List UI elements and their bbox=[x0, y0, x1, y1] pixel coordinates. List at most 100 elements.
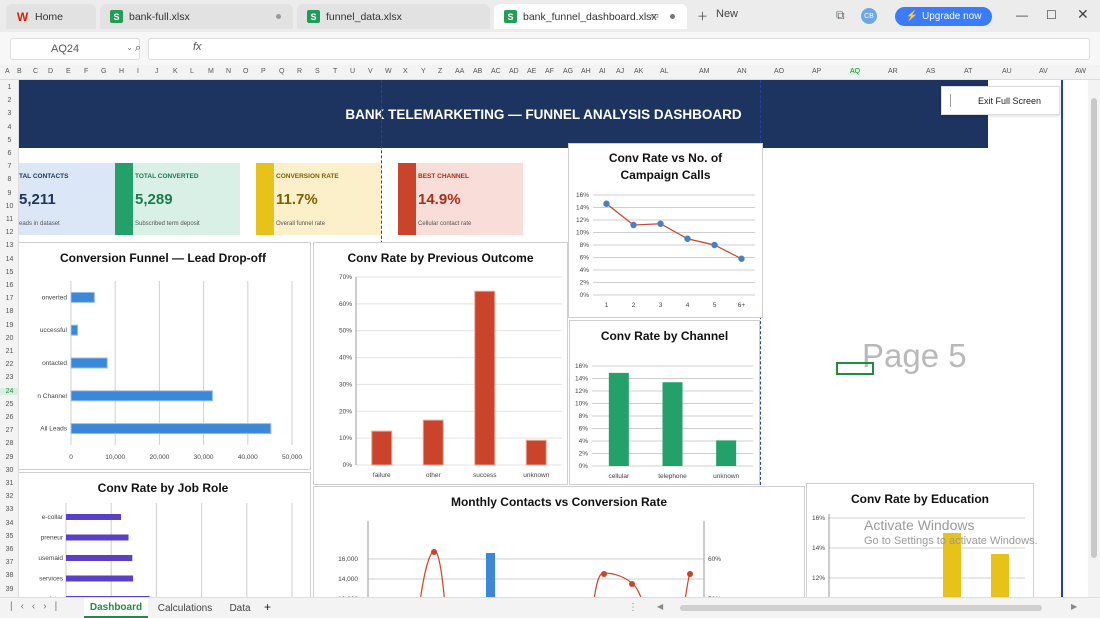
column-header[interactable]: AP bbox=[812, 68, 822, 75]
chart-channel[interactable]: Conv Rate by Channel 0% 2% 4% 6% 8% 10% 12% 14%… bbox=[569, 320, 760, 485]
row-header[interactable]: 35 bbox=[5, 532, 14, 540]
column-header[interactable]: AE bbox=[527, 68, 537, 75]
row-header[interactable]: 24 bbox=[0, 387, 19, 395]
name-box[interactable]: AQ24 ⌄ bbox=[10, 38, 140, 60]
dashboard-sheet[interactable]: BANK TELEMARKETING — FUNNEL ANALYSIS DAS… bbox=[19, 80, 1061, 597]
column-header[interactable]: X bbox=[403, 68, 408, 75]
row-header[interactable]: 21 bbox=[5, 348, 14, 355]
column-header[interactable]: H bbox=[119, 68, 125, 75]
chart-campaign-calls[interactable]: Conv Rate vs No. of Campaign Calls 0% 2% 4… bbox=[568, 143, 763, 318]
fx-icon[interactable]: fx bbox=[193, 41, 202, 53]
tab-home[interactable]: W Home bbox=[6, 4, 96, 29]
column-header[interactable]: D bbox=[48, 68, 54, 75]
column-header[interactable]: AT bbox=[964, 68, 973, 75]
avatar[interactable]: CB bbox=[861, 8, 877, 24]
column-header[interactable]: AI bbox=[599, 68, 606, 75]
row-header[interactable]: 13 bbox=[5, 242, 14, 250]
row-header[interactable]: 36 bbox=[5, 546, 14, 553]
column-header[interactable]: L bbox=[190, 68, 194, 75]
chart-job-role[interactable]: Conv Rate by Job Role e-collar preneur use… bbox=[19, 472, 311, 597]
column-header[interactable]: F bbox=[84, 68, 89, 75]
column-header[interactable]: AD bbox=[509, 68, 519, 75]
row-header[interactable]: 7 bbox=[7, 163, 12, 171]
vertical-scrollbar[interactable] bbox=[1088, 80, 1100, 597]
column-header[interactable]: Z bbox=[438, 68, 443, 75]
sheet-tab-data[interactable]: Data bbox=[222, 598, 258, 618]
row-header[interactable]: 25 bbox=[5, 400, 14, 408]
row-header[interactable]: 20 bbox=[5, 334, 14, 342]
column-header[interactable]: AG bbox=[563, 68, 574, 75]
row-header[interactable]: 26 bbox=[5, 414, 14, 421]
column-header[interactable]: AN bbox=[737, 68, 747, 75]
row-header[interactable]: 10 bbox=[5, 202, 14, 210]
row-header[interactable]: 18 bbox=[5, 308, 14, 316]
window-restore-icon[interactable]: ⧉ bbox=[836, 8, 845, 22]
sheet-nav-arrows-icon[interactable]: |‹‹›| bbox=[10, 601, 66, 612]
row-header[interactable]: 31 bbox=[5, 480, 14, 487]
row-header[interactable]: 5 bbox=[7, 136, 12, 144]
row-header[interactable]: 30 bbox=[5, 466, 14, 474]
chart-education[interactable]: Conv Rate by Education 12% 14% 16% bbox=[806, 483, 1034, 597]
column-header[interactable]: AH bbox=[581, 68, 591, 75]
row-header[interactable]: 1 bbox=[7, 84, 12, 91]
row-header[interactable]: 15 bbox=[5, 268, 14, 276]
row-header[interactable]: 34 bbox=[5, 519, 14, 527]
sheet-tab-calculations[interactable]: Calculations bbox=[152, 598, 218, 618]
column-header[interactable]: B bbox=[17, 68, 22, 75]
zoom-icon[interactable]: ⌕ bbox=[135, 42, 142, 54]
row-header[interactable]: 17 bbox=[5, 295, 14, 303]
column-header[interactable]: G bbox=[101, 68, 107, 75]
column-header[interactable]: AK bbox=[634, 68, 644, 75]
scroll-thumb[interactable] bbox=[1091, 98, 1097, 558]
chart-monthly[interactable]: Monthly Contacts vs Conversion Rate 12,0… bbox=[313, 486, 805, 597]
row-header[interactable]: 16 bbox=[5, 282, 14, 289]
chart-previous-outcome[interactable]: Conv Rate by Previous Outcome 0% 10% 20% 30… bbox=[313, 242, 568, 485]
column-header[interactable]: AO bbox=[774, 68, 785, 75]
column-header[interactable]: AM bbox=[699, 68, 710, 75]
column-header[interactable]: W bbox=[385, 68, 392, 75]
row-header[interactable]: 37 bbox=[5, 559, 14, 567]
more-icon[interactable]: ⋮ bbox=[628, 602, 638, 613]
row-header[interactable]: 2 bbox=[7, 97, 12, 105]
row-header[interactable]: 4 bbox=[7, 123, 12, 131]
row-header[interactable]: 9 bbox=[7, 189, 12, 197]
scroll-right-icon[interactable]: ▶ bbox=[1071, 602, 1078, 611]
row-header[interactable]: 33 bbox=[5, 506, 14, 514]
column-header[interactable]: I bbox=[137, 68, 139, 75]
row-header[interactable]: 23 bbox=[5, 374, 14, 382]
row-header[interactable]: 11 bbox=[5, 216, 14, 223]
column-header[interactable]: N bbox=[226, 68, 232, 75]
horizontal-scroll-thumb[interactable] bbox=[680, 605, 1042, 611]
row-header[interactable]: 6 bbox=[7, 150, 12, 157]
row-header[interactable]: 29 bbox=[5, 453, 14, 461]
column-header[interactable]: AR bbox=[888, 68, 898, 75]
column-header[interactable]: E bbox=[66, 68, 71, 75]
column-header[interactable]: C bbox=[33, 68, 39, 75]
row-header[interactable]: 8 bbox=[7, 176, 12, 184]
column-header[interactable]: V bbox=[368, 68, 373, 75]
column-header[interactable]: A bbox=[5, 68, 10, 75]
column-header[interactable]: AQ bbox=[850, 68, 861, 75]
column-header[interactable]: O bbox=[243, 68, 249, 75]
column-header[interactable]: AF bbox=[545, 68, 554, 75]
column-header[interactable]: AL bbox=[660, 68, 669, 75]
row-header[interactable]: 19 bbox=[5, 321, 14, 329]
row-header[interactable]: 39 bbox=[5, 585, 14, 593]
row-header[interactable]: 14 bbox=[5, 255, 14, 263]
row-header[interactable]: 3 bbox=[7, 110, 12, 118]
column-header[interactable]: Q bbox=[279, 68, 285, 75]
maximize-icon[interactable]: ☐ bbox=[1046, 8, 1057, 22]
sheet-tab-dashboard[interactable]: Dashboard bbox=[84, 598, 148, 618]
column-header[interactable]: P bbox=[261, 68, 266, 75]
column-header[interactable]: AA bbox=[455, 68, 465, 75]
column-header[interactable]: J bbox=[155, 68, 159, 75]
row-header[interactable]: 32 bbox=[5, 493, 14, 501]
column-header[interactable]: T bbox=[333, 68, 338, 75]
exit-full-screen-button[interactable]: Exit Full Screen bbox=[941, 86, 1060, 115]
row-header[interactable]: 38 bbox=[5, 572, 14, 580]
column-header[interactable]: AC bbox=[491, 68, 501, 75]
column-header[interactable]: AV bbox=[1039, 68, 1048, 75]
column-header[interactable]: S bbox=[315, 68, 320, 75]
column-header[interactable]: AU bbox=[1002, 68, 1012, 75]
column-header[interactable]: AB bbox=[473, 68, 483, 75]
